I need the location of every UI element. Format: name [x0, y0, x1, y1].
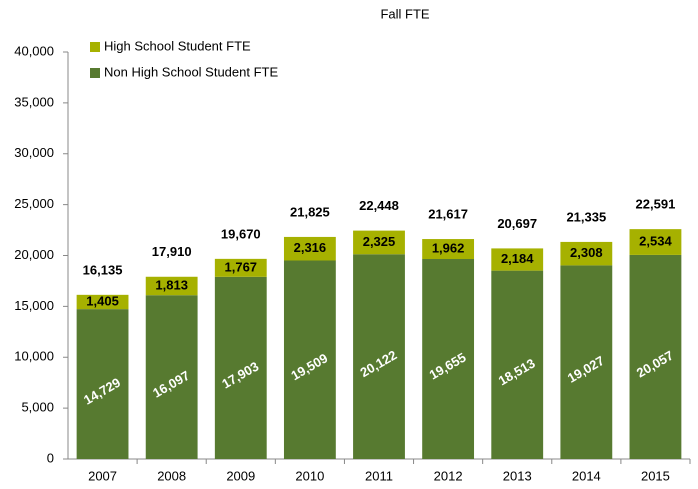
bar-segment — [214, 276, 267, 459]
y-tick-label: 15,000 — [14, 298, 54, 313]
value-label: 2,184 — [501, 251, 534, 266]
y-tick-label: 25,000 — [14, 196, 54, 211]
legend-swatch — [90, 68, 100, 78]
x-tick-label: 2014 — [572, 468, 601, 483]
y-tick-label: 5,000 — [21, 400, 54, 415]
y-tick-label: 35,000 — [14, 94, 54, 109]
bar-segment — [353, 254, 405, 459]
x-tick-label: 2012 — [434, 468, 463, 483]
x-tick-label: 2011 — [365, 468, 393, 483]
legend-label: High School Student FTE — [104, 38, 251, 53]
total-label: 21,825 — [290, 204, 330, 219]
bar-segment — [422, 259, 475, 459]
x-tick-label: 2010 — [295, 468, 324, 483]
bar-segment — [76, 294, 129, 310]
y-tick-label: 0 — [47, 450, 54, 465]
bar-segment — [214, 258, 267, 277]
bar-segment — [560, 241, 613, 266]
y-tick-label: 40,000 — [14, 43, 54, 58]
bar-segment — [353, 230, 405, 255]
bar-segment — [76, 309, 129, 459]
bar-segment — [629, 254, 682, 459]
bar-segment — [145, 295, 198, 459]
bar-segment — [629, 229, 682, 255]
total-label: 20,697 — [497, 216, 537, 231]
bar-segment — [145, 276, 198, 296]
total-label: 22,591 — [636, 197, 676, 212]
value-label: 2,325 — [363, 234, 396, 249]
value-label: 1,962 — [432, 240, 465, 255]
x-tick-label: 2015 — [641, 468, 670, 483]
total-label: 21,617 — [428, 206, 468, 221]
y-tick-label: 20,000 — [14, 247, 54, 262]
legend-swatch — [90, 42, 100, 52]
total-label: 17,910 — [152, 244, 192, 259]
x-tick-label: 2013 — [503, 468, 532, 483]
total-label: 22,448 — [359, 198, 399, 213]
y-tick-label: 10,000 — [14, 349, 54, 364]
x-tick-label: 2007 — [88, 468, 117, 483]
value-label: 1,767 — [225, 259, 258, 274]
value-label: 1,813 — [155, 277, 188, 292]
x-tick-label: 2008 — [157, 468, 186, 483]
bar-segment — [283, 260, 336, 459]
bar-segment — [560, 265, 613, 459]
value-label: 2,534 — [639, 233, 672, 248]
chart-title: Fall FTE — [380, 6, 429, 21]
total-label: 21,335 — [566, 209, 606, 224]
x-tick-label: 2009 — [226, 468, 255, 483]
legend-label: Non High School Student FTE — [104, 64, 278, 79]
value-label: 1,405 — [86, 293, 119, 308]
total-label: 16,135 — [83, 262, 123, 277]
total-label: 19,670 — [221, 226, 261, 241]
bar-segment — [491, 248, 544, 271]
bar-segment — [491, 270, 544, 459]
y-tick-label: 30,000 — [14, 145, 54, 160]
bar-segment — [422, 239, 475, 260]
value-label: 2,308 — [570, 245, 603, 260]
bar-segment — [283, 236, 336, 261]
value-label: 2,316 — [294, 240, 327, 255]
